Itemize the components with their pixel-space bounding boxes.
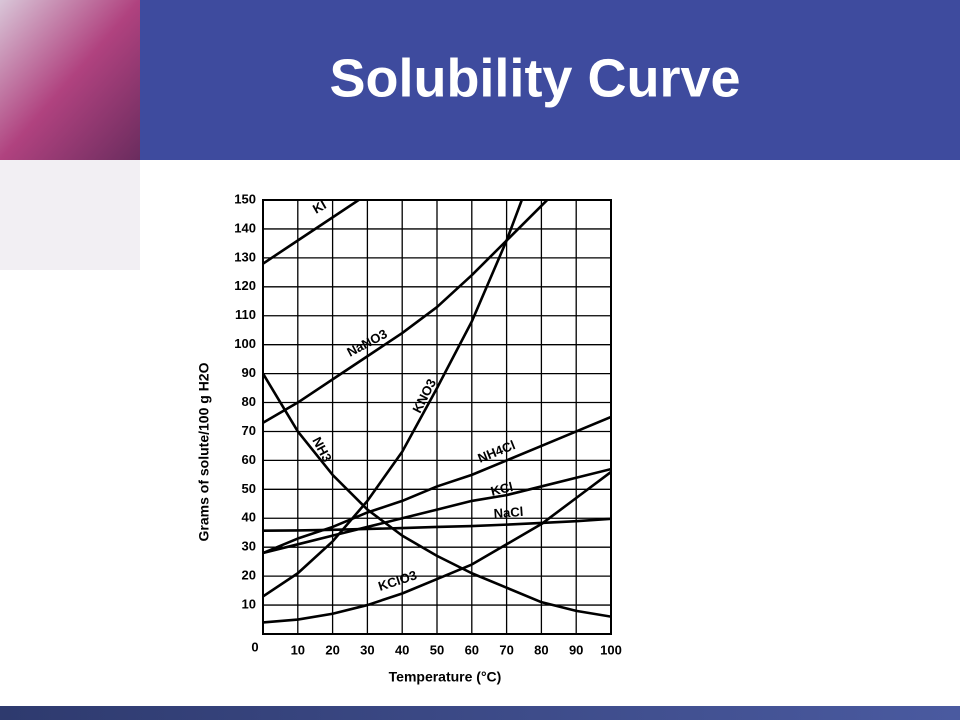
x-tick-label: 90 xyxy=(569,642,583,657)
curve-label: NH4Cl xyxy=(476,437,518,466)
x-tick-label: 0 xyxy=(251,639,258,654)
plot: 0 10 20 30 40 50 60 70 80 90 100 10 20 30 40 50 60 70 80 90… xyxy=(234,191,622,657)
y-tick-label: 140 xyxy=(234,220,256,235)
x-tick-label: 30 xyxy=(360,642,374,657)
footer-band xyxy=(0,706,960,720)
header-band xyxy=(0,0,960,160)
y-tick-label: 30 xyxy=(242,539,256,554)
y-axis-label: Grams of solute/100 g H2O xyxy=(196,362,212,541)
x-tick-label: 100 xyxy=(600,642,622,657)
image-reflection xyxy=(0,160,140,270)
curve-label: KCl xyxy=(489,479,514,499)
solubility-curve xyxy=(263,200,524,598)
solubility-curve xyxy=(263,517,611,533)
x-tick-label: 80 xyxy=(534,642,548,657)
solubility-curve xyxy=(263,470,611,624)
y-tick-label: 150 xyxy=(234,191,256,206)
solubility-curve xyxy=(263,467,611,555)
header-image xyxy=(0,0,140,160)
x-axis-label: Temperature (°C) xyxy=(389,669,502,685)
curve-label: NaCl xyxy=(493,504,524,521)
y-tick-label: 20 xyxy=(242,568,256,583)
solubility-curve xyxy=(263,200,550,424)
y-tick-label: 40 xyxy=(242,510,256,525)
y-tick-label: 50 xyxy=(242,481,256,496)
x-tick-label: 50 xyxy=(430,642,444,657)
y-tick-label: 130 xyxy=(234,249,256,264)
y-tick-label: 60 xyxy=(242,452,256,467)
curves xyxy=(263,200,611,624)
curve-label: KI xyxy=(310,197,329,216)
y-tick-label: 70 xyxy=(242,423,256,438)
x-tick-label: 10 xyxy=(291,642,305,657)
y-tick-label: 120 xyxy=(234,278,256,293)
x-tick-label: 20 xyxy=(325,642,339,657)
y-tick-label: 110 xyxy=(235,307,256,322)
slide-title: Solubility Curve xyxy=(329,48,740,108)
solubility-curve xyxy=(263,372,611,618)
x-tick-label: 40 xyxy=(395,642,409,657)
x-tick-label: 70 xyxy=(499,642,513,657)
curve-label: KNO3 xyxy=(409,376,439,415)
y-tick-label: 10 xyxy=(242,597,256,612)
x-tick-label: 60 xyxy=(465,642,479,657)
y-tick-label: 90 xyxy=(242,365,256,380)
y-tick-label: 100 xyxy=(234,336,256,351)
solubility-curve xyxy=(263,200,362,265)
y-tick-label: 80 xyxy=(242,394,256,409)
